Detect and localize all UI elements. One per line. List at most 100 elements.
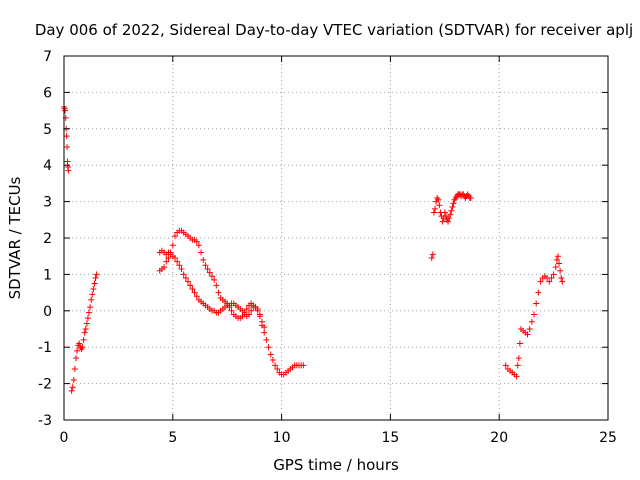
data-point — [180, 271, 187, 278]
data-point — [548, 275, 555, 282]
data-point — [248, 307, 255, 314]
series-arc-5 — [428, 191, 474, 262]
data-point — [274, 366, 281, 373]
data-point — [187, 282, 194, 289]
data-point — [526, 326, 533, 332]
y-tick-label: 7 — [43, 49, 52, 65]
data-point — [241, 309, 248, 316]
data-point — [193, 238, 200, 245]
y-tick-label: -3 — [38, 413, 52, 429]
data-point — [167, 249, 174, 256]
data-point — [185, 278, 192, 285]
data-point — [269, 356, 276, 363]
data-point — [87, 304, 94, 311]
data-point — [267, 351, 274, 358]
data-point — [72, 355, 79, 362]
data-point — [161, 264, 168, 271]
data-point — [86, 309, 93, 316]
x-axis-label: GPS time / hours — [273, 456, 399, 474]
y-axis-label: SDTVAR / TECUs — [6, 176, 24, 299]
data-point — [259, 318, 266, 325]
data-point — [76, 340, 83, 347]
data-point — [198, 249, 205, 256]
data-point — [531, 311, 538, 318]
y-tick-label: 2 — [43, 231, 52, 247]
data-point — [436, 202, 443, 209]
data-point — [261, 324, 268, 331]
data-point — [182, 275, 189, 282]
y-tick-label: 4 — [43, 158, 52, 174]
data-point — [528, 318, 535, 325]
data-point — [189, 285, 196, 292]
data-point — [71, 366, 78, 373]
data-point — [556, 260, 563, 267]
data-point — [174, 258, 181, 265]
data-point — [449, 204, 456, 211]
data-point — [535, 289, 542, 296]
data-point — [432, 205, 439, 212]
data-point — [176, 262, 183, 269]
data-point — [70, 376, 77, 383]
data-point — [202, 262, 209, 269]
y-tick-label: 5 — [43, 122, 52, 138]
data-point — [243, 305, 250, 312]
data-point — [91, 280, 98, 287]
data-point — [206, 269, 213, 276]
data-point — [514, 362, 521, 369]
x-tick-label: 10 — [273, 430, 291, 446]
data-point — [467, 194, 474, 201]
data-point — [74, 347, 81, 354]
data-point — [69, 384, 76, 391]
data-point — [171, 255, 178, 262]
data-point — [261, 329, 268, 336]
data-point — [442, 213, 449, 220]
x-tick-label: 5 — [168, 430, 177, 446]
data-point — [263, 336, 270, 343]
data-point — [191, 289, 198, 296]
data-point — [537, 278, 544, 285]
data-point — [84, 315, 91, 322]
data-point — [62, 107, 69, 114]
data-point — [524, 331, 531, 338]
y-tick-label: -1 — [38, 340, 52, 356]
data-point — [447, 211, 454, 218]
data-point — [92, 275, 99, 282]
data-point — [254, 307, 261, 314]
data-point — [546, 278, 553, 285]
chart-title: Day 006 of 2022, Sidereal Day-to-day VTE… — [35, 21, 633, 39]
data-point — [239, 313, 246, 320]
data-point — [83, 320, 90, 327]
data-point — [550, 271, 557, 278]
data-point — [450, 200, 457, 207]
data-point — [215, 289, 222, 296]
axis-ticks: 0 5 10 15 20 25 -3 -2 -1 0 1 2 3 4 5 6 7 — [38, 49, 617, 446]
data-point — [89, 291, 96, 298]
data-point — [554, 253, 561, 260]
data-point — [80, 336, 87, 343]
data-point — [272, 362, 279, 369]
data-point — [208, 273, 215, 280]
data-point — [193, 293, 200, 300]
data-point — [163, 258, 170, 265]
x-tick-label: 25 — [599, 430, 617, 446]
data-point — [165, 255, 172, 262]
series-arc-2 — [68, 271, 100, 394]
data-point — [533, 300, 540, 307]
data-point — [65, 167, 72, 174]
data-point — [515, 355, 522, 362]
data-point — [256, 311, 263, 318]
x-tick-label: 15 — [381, 430, 399, 446]
data-point — [435, 196, 442, 203]
x-tick-label: 20 — [490, 430, 508, 446]
data-point — [516, 340, 523, 347]
data-point — [213, 282, 220, 289]
y-tick-label: 0 — [43, 304, 52, 320]
y-tick-label: 3 — [43, 195, 52, 211]
data-point — [82, 326, 89, 332]
data-point — [245, 311, 252, 318]
data-point — [64, 158, 71, 165]
data-point — [502, 362, 509, 369]
x-tick-label: 0 — [60, 430, 69, 446]
data-point — [93, 271, 100, 278]
